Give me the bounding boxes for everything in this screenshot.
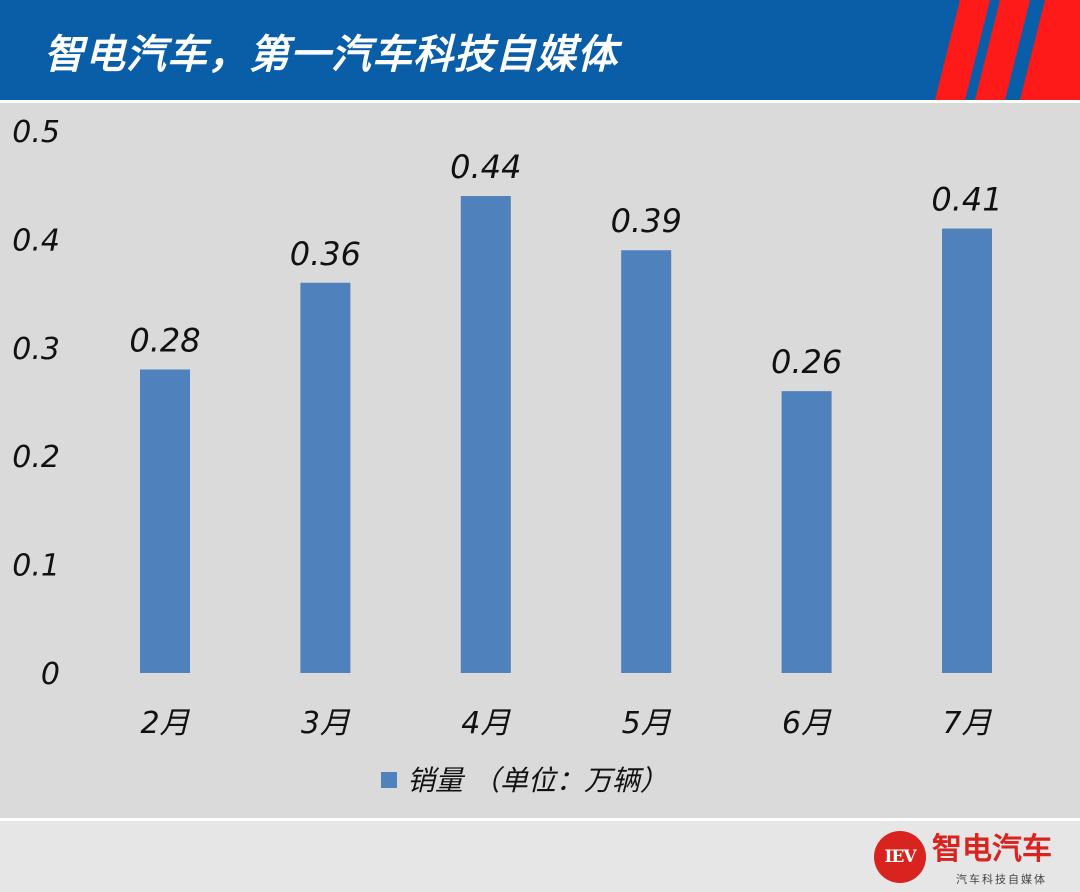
y-tick-label: 0.3: [12, 332, 60, 367]
logo-name: 智电汽车: [932, 832, 1052, 867]
bar-chart: 0 0.1 0.2 0.3 0.4 0.5 0.28 0.36 0.44 0.39 0.26 0.4…: [12, 115, 1002, 797]
bar-series: [140, 196, 992, 674]
x-category-label: 5月: [622, 706, 672, 741]
banner-divider: [0, 100, 1080, 103]
logo-tagline: 汽车科技自媒体: [956, 873, 1047, 886]
chart-panel: 0 0.1 0.2 0.3 0.4 0.5 0.28 0.36 0.44 0.39 0.26 0.4…: [0, 103, 1080, 818]
bar: [621, 250, 672, 674]
banner-stripe-2: [975, 0, 1030, 100]
x-category-label: 2月: [140, 706, 190, 741]
footer-divider: [0, 818, 1080, 821]
x-category-label: 3月: [301, 706, 351, 741]
data-label: 0.26: [771, 343, 842, 381]
y-tick-label: 0: [41, 657, 60, 692]
y-tick-label: 0.2: [12, 440, 60, 475]
brand-logo: IEV 智电汽车 汽车科技自媒体: [874, 831, 1054, 887]
data-label: 0.36: [290, 235, 361, 273]
y-tick-label: 0.5: [12, 115, 60, 150]
data-labels: 0.28 0.36 0.44 0.39 0.26 0.41: [129, 148, 1002, 381]
data-label: 0.44: [450, 148, 521, 186]
x-category-label: 4月: [461, 706, 511, 741]
bar: [942, 228, 992, 673]
banner-stripe-1: [935, 0, 990, 100]
x-category-label: 6月: [782, 706, 832, 741]
banner-stripe-3: [1020, 0, 1080, 100]
y-tick-label: 0.4: [12, 223, 60, 258]
data-label: 0.41: [931, 181, 1002, 219]
legend-label: 销量 （单位：万辆）: [407, 764, 668, 797]
header-banner: 智电汽车，第一汽车科技自媒体: [0, 0, 1080, 100]
y-tick-label: 0.1: [12, 549, 60, 584]
x-axis-labels: 2月 3月 4月 5月 6月 7月: [140, 706, 992, 741]
y-axis-ticks: 0 0.1 0.2 0.3 0.4 0.5: [12, 115, 60, 692]
bar: [781, 391, 832, 673]
data-label: 0.28: [129, 321, 200, 359]
bar: [460, 196, 511, 673]
footer: IEV 智电汽车 汽车科技自媒体: [0, 821, 1080, 892]
banner-title: 智电汽车，第一汽车科技自媒体: [44, 32, 618, 78]
logo-badge: IEV: [874, 831, 926, 883]
bar: [300, 282, 351, 673]
bar: [140, 369, 190, 673]
x-category-label: 7月: [942, 706, 992, 741]
banner-stripes: [935, 0, 1080, 100]
legend-swatch: [381, 772, 397, 788]
data-label: 0.39: [611, 202, 682, 240]
legend: 销量 （单位：万辆）: [381, 764, 668, 797]
